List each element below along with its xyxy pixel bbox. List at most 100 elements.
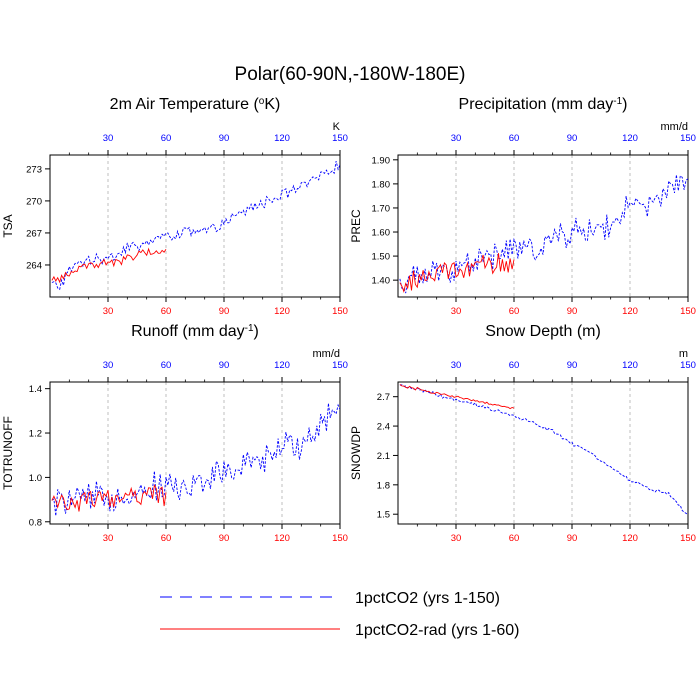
legend-label-2: 1pctCO2-rad (yrs 1-60) — [355, 622, 520, 639]
title-superscript: -1 — [613, 96, 622, 107]
y-tick-label: 1.4 — [29, 384, 42, 395]
y-tick-label: 1.60 — [372, 228, 391, 239]
y-axis-label: SNOWDP — [349, 426, 363, 480]
y-axis-label: TSA — [1, 214, 15, 237]
x-tick-label-bottom: 120 — [622, 533, 638, 544]
y-tick-label: 1.80 — [372, 179, 391, 190]
series-1pctco2-rad-line — [51, 483, 167, 512]
y-tick-label: 2.4 — [377, 422, 390, 433]
y-tick-label: 273 — [26, 164, 42, 175]
series-1pctco2-line — [399, 174, 688, 294]
x-tick-label-bottom: 30 — [103, 306, 114, 317]
units-label: mm/d — [661, 121, 689, 133]
plot-frame — [49, 154, 341, 298]
series-1pctco2-line — [51, 403, 340, 516]
x-tick-label-bottom: 90 — [219, 533, 230, 544]
x-tick-label-bottom: 150 — [332, 306, 348, 317]
x-tick-label-top: 120 — [622, 360, 638, 371]
y-tick-label: 1.5 — [377, 510, 390, 521]
x-tick-label-top: 120 — [274, 360, 290, 371]
x-tick-label-top: 90 — [219, 133, 230, 144]
y-tick-label: 267 — [26, 228, 42, 239]
title-text: Runoff (mm day — [131, 323, 245, 340]
series-1pctco2-line — [399, 384, 688, 515]
x-tick-label-top: 150 — [680, 360, 696, 371]
panel-tsa: 2m Air Temperature (oK) K 30 30 60 60 90 90 120 1… — [1, 96, 348, 318]
panel-title: Snow Depth (m) — [485, 323, 601, 340]
units-label: m — [679, 348, 688, 360]
title-tail: K) — [264, 96, 280, 113]
plot-frame — [49, 381, 341, 525]
panels: 2m Air Temperature (oK) K 30 30 60 60 90 90 120 1… — [1, 96, 696, 545]
x-tick-label-bottom: 30 — [451, 306, 462, 317]
units-label: mm/d — [313, 348, 341, 360]
x-tick-label-top: 60 — [509, 360, 520, 371]
x-tick-label-bottom: 120 — [622, 306, 638, 317]
x-tick-label-bottom: 90 — [567, 533, 578, 544]
x-tick-label-top: 150 — [332, 133, 348, 144]
series-1pctco2-rad-line — [399, 253, 515, 293]
y-tick-label: 1.70 — [372, 203, 391, 214]
title-tail: ) — [622, 96, 627, 113]
x-tick-label-top: 120 — [622, 133, 638, 144]
y-tick-label: 0.8 — [29, 517, 42, 528]
x-tick-label-top: 60 — [161, 360, 172, 371]
x-tick-label-bottom: 90 — [567, 306, 578, 317]
y-tick-label: 1.0 — [29, 473, 42, 484]
title-superscript: -1 — [245, 323, 254, 334]
panel-totrunoff: Runoff (mm day-1) mm/d 30 30 60 60 90 90 120 120 1… — [1, 323, 348, 545]
x-tick-label-top: 60 — [509, 133, 520, 144]
x-tick-label-bottom: 60 — [509, 306, 520, 317]
y-axis-label: TOTRUNOFF — [1, 416, 15, 490]
y-tick-label: 2.1 — [377, 451, 390, 462]
x-tick-label-bottom: 150 — [680, 306, 696, 317]
series-1pctco2-rad-line — [51, 247, 167, 284]
panel-prec: Precipitation (mm day-1) mm/d 30 30 60 60 90 90… — [349, 96, 696, 318]
plot-frame — [397, 381, 689, 525]
panel-title: 2m Air Temperature (oK) — [110, 96, 281, 114]
x-tick-label-bottom: 150 — [332, 533, 348, 544]
y-axis-label: PREC — [349, 209, 363, 243]
y-tick-label: 270 — [26, 196, 42, 207]
x-tick-label-top: 30 — [103, 360, 114, 371]
x-tick-label-top: 30 — [451, 133, 462, 144]
x-tick-label-bottom: 30 — [451, 533, 462, 544]
series-1pctco2-line — [51, 160, 340, 291]
y-tick-label: 1.90 — [372, 155, 391, 166]
x-tick-label-bottom: 90 — [219, 306, 230, 317]
x-tick-label-top: 90 — [567, 360, 578, 371]
figure-title: Polar(60-90N,-180W-180E) — [235, 64, 466, 85]
x-tick-label-bottom: 120 — [274, 306, 290, 317]
y-tick-label: 264 — [26, 260, 42, 271]
plot-frame — [397, 154, 689, 298]
title-text: Precipitation (mm day — [459, 96, 614, 113]
x-tick-label-bottom: 150 — [680, 533, 696, 544]
x-tick-label-top: 150 — [332, 360, 348, 371]
series-1pctco2-rad-line — [399, 383, 515, 410]
x-tick-label-bottom: 30 — [103, 533, 114, 544]
legend-label-1: 1pctCO2 (yrs 1-150) — [355, 590, 500, 607]
title-text: 2m Air Temperature ( — [110, 96, 260, 113]
x-tick-label-bottom: 120 — [274, 533, 290, 544]
y-tick-label: 2.7 — [377, 392, 390, 403]
title-text: Snow Depth (m) — [485, 323, 601, 340]
y-tick-label: 1.50 — [372, 252, 391, 263]
y-tick-label: 1.2 — [29, 429, 42, 440]
panel-snowdp: Snow Depth (m) m 30 30 60 60 90 90 120 120 150 150 1… — [349, 323, 696, 544]
legend: 1pctCO2 (yrs 1-150) 1pctCO2-rad (yrs 1-60… — [160, 590, 520, 639]
x-tick-label-bottom: 60 — [161, 533, 172, 544]
panel-title: Runoff (mm day-1) — [131, 323, 259, 341]
x-tick-label-top: 120 — [274, 133, 290, 144]
y-tick-label: 1.8 — [377, 480, 390, 491]
x-tick-label-top: 150 — [680, 133, 696, 144]
title-tail: ) — [254, 323, 259, 340]
x-tick-label-bottom: 60 — [161, 306, 172, 317]
x-tick-label-top: 90 — [567, 133, 578, 144]
x-tick-label-top: 30 — [451, 360, 462, 371]
title-superscript: o — [259, 96, 265, 107]
x-tick-label-bottom: 60 — [509, 533, 520, 544]
panel-title: Precipitation (mm day-1) — [459, 96, 628, 114]
x-tick-label-top: 30 — [103, 133, 114, 144]
units-label: K — [333, 121, 341, 133]
